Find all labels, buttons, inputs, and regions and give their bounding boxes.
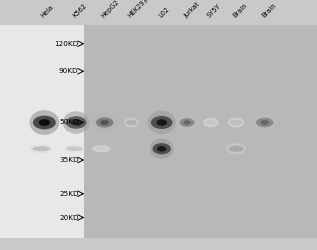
- Ellipse shape: [126, 120, 137, 125]
- Bar: [84, 25, 317, 238]
- Ellipse shape: [39, 119, 50, 126]
- Ellipse shape: [33, 116, 56, 130]
- Text: SY5Y: SY5Y: [207, 3, 223, 19]
- Ellipse shape: [29, 110, 59, 135]
- Ellipse shape: [152, 143, 171, 154]
- Ellipse shape: [66, 116, 86, 129]
- Text: 35KD: 35KD: [59, 157, 79, 163]
- Ellipse shape: [150, 138, 174, 159]
- Ellipse shape: [93, 114, 116, 132]
- Text: Brain: Brain: [261, 2, 277, 19]
- Text: 50KD: 50KD: [59, 120, 79, 126]
- Bar: [0, 25, 84, 238]
- Ellipse shape: [183, 120, 191, 125]
- Text: 25KD: 25KD: [59, 191, 79, 197]
- Ellipse shape: [229, 146, 244, 152]
- Ellipse shape: [256, 118, 273, 127]
- Ellipse shape: [260, 120, 269, 125]
- Text: 20KD: 20KD: [59, 214, 79, 220]
- Ellipse shape: [205, 120, 217, 125]
- Ellipse shape: [30, 144, 53, 153]
- Ellipse shape: [64, 145, 85, 153]
- Ellipse shape: [179, 118, 195, 127]
- Ellipse shape: [151, 116, 172, 129]
- Text: Jurkat: Jurkat: [183, 1, 201, 19]
- Text: 120KD: 120KD: [55, 41, 79, 47]
- Ellipse shape: [96, 118, 113, 128]
- Ellipse shape: [71, 120, 81, 126]
- Text: K562: K562: [72, 2, 88, 19]
- Ellipse shape: [100, 120, 109, 125]
- Ellipse shape: [157, 146, 166, 152]
- Text: L02: L02: [158, 6, 170, 19]
- Text: Brain: Brain: [232, 2, 249, 19]
- Ellipse shape: [63, 111, 89, 134]
- Text: 90KD: 90KD: [59, 68, 79, 74]
- Ellipse shape: [67, 146, 82, 151]
- Ellipse shape: [253, 114, 276, 131]
- Ellipse shape: [32, 146, 50, 151]
- Ellipse shape: [230, 120, 243, 125]
- Ellipse shape: [226, 143, 246, 154]
- Text: HepG2: HepG2: [100, 0, 120, 19]
- Ellipse shape: [156, 119, 167, 126]
- Ellipse shape: [94, 147, 108, 151]
- Ellipse shape: [124, 118, 139, 128]
- Ellipse shape: [177, 114, 197, 130]
- Ellipse shape: [92, 145, 111, 152]
- Ellipse shape: [148, 111, 176, 134]
- Ellipse shape: [228, 118, 244, 128]
- Ellipse shape: [203, 118, 219, 128]
- Text: Hela: Hela: [40, 4, 55, 19]
- Text: HEK293: HEK293: [127, 0, 150, 19]
